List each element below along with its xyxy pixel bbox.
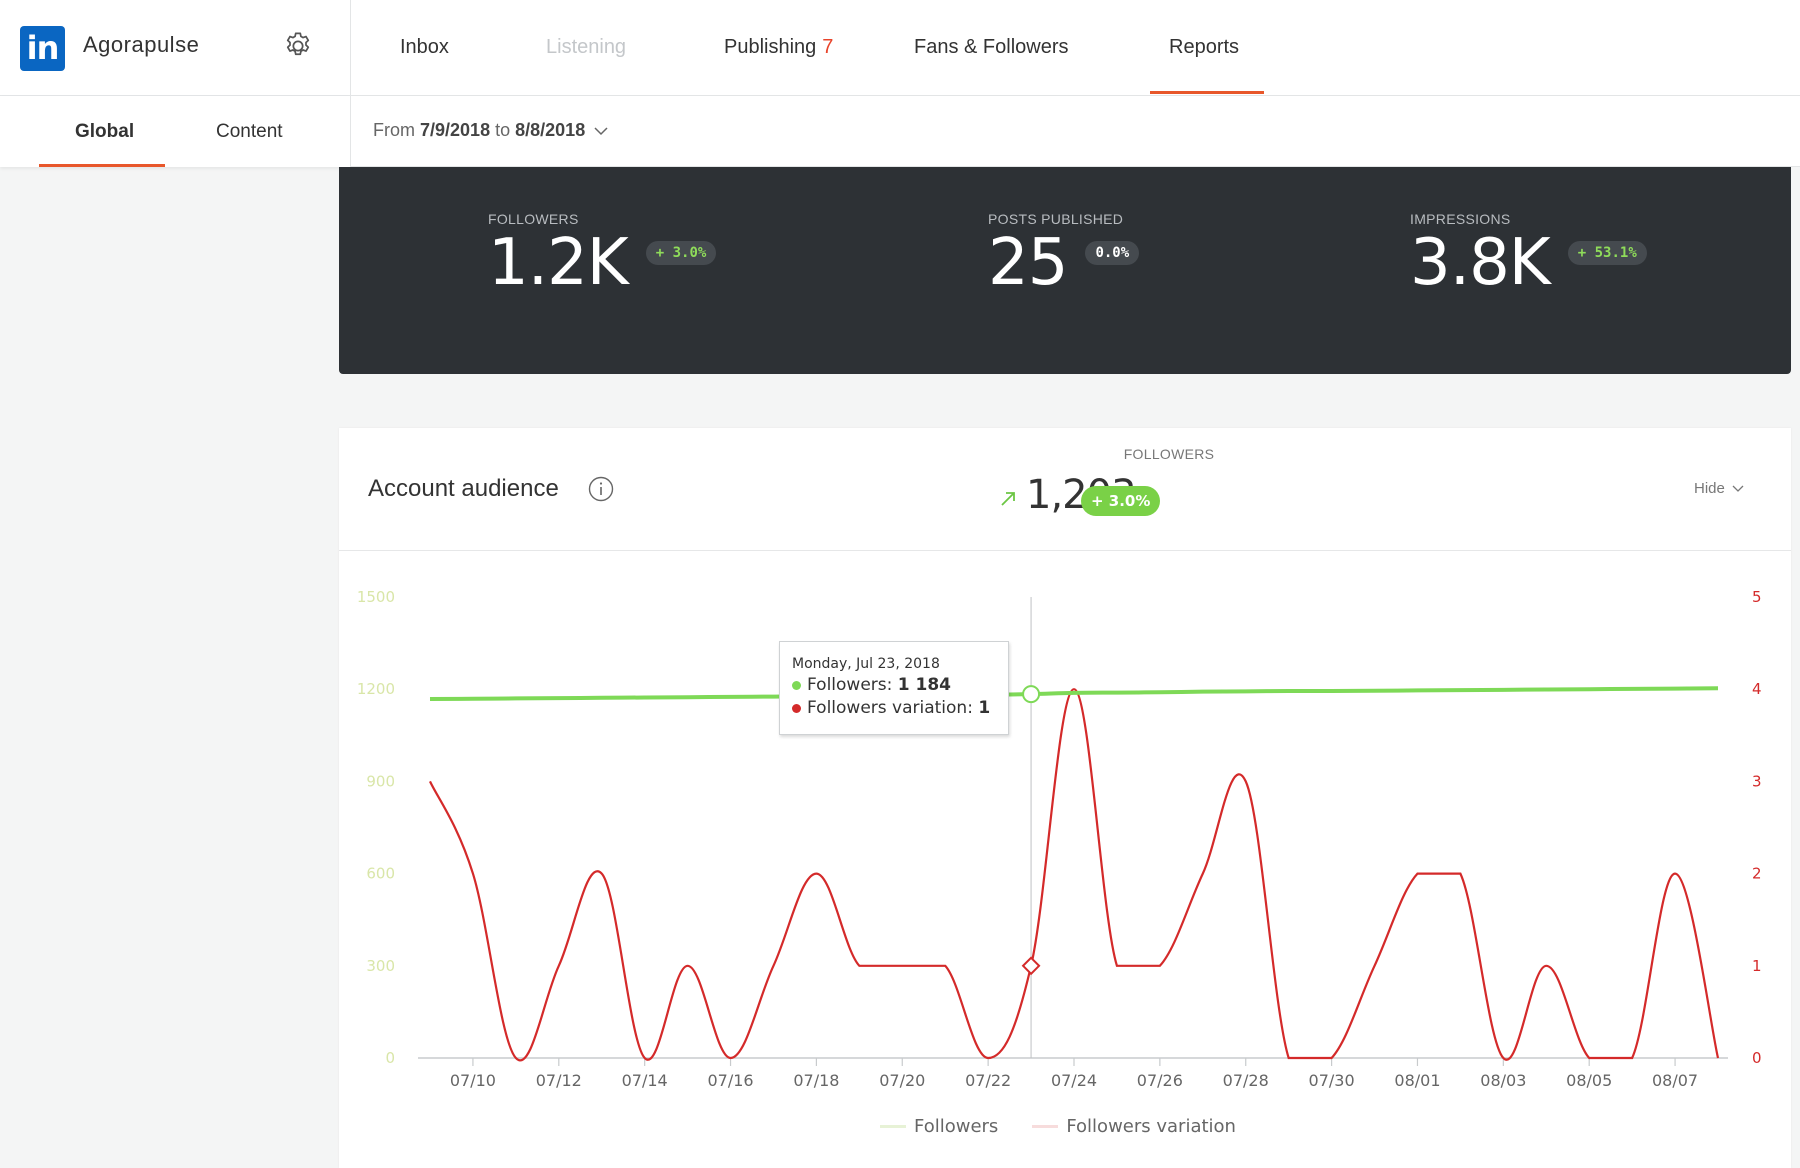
chevron-down-icon [594,127,608,136]
tooltip-date: Monday, Jul 23, 2018 [792,656,940,672]
legend-followers-label: Followers [914,1116,999,1137]
account-name: Agorapulse [83,32,200,57]
kpi-change-badge: 0.0% [1085,241,1140,265]
followers-metric: FOLLOWERS 1,203 [959,446,1379,518]
publishing-count-badge: 7 [822,36,834,58]
nav-fans-followers-label: Fans & Followers [914,36,1069,58]
kpi-label: FOLLOWERS [488,211,579,227]
kpi-change-badge: + 53.1% [1567,241,1647,265]
kpi-impressions: IMPRESSIONS 3.8K + 53.1% [1410,211,1647,297]
date-range-start: 7/9/2018 [420,120,491,140]
tooltip-followers-value: 1 184 [897,675,951,695]
nav-inbox[interactable]: Inbox [400,36,449,59]
legend-variation-swatch [1032,1125,1059,1128]
kpi-value: 25 [988,226,1068,300]
linkedin-logo: in [20,26,65,71]
info-icon[interactable] [588,476,614,502]
nav-listening-label: Listening [546,36,627,58]
top-bar: in Agorapulse Inbox Listening Publishing… [0,0,1800,96]
tooltip-variation-value: 1 [978,698,991,718]
chart-tooltip: Monday, Jul 23, 2018 Followers: 1 184 Fo… [779,641,1009,735]
date-range-picker[interactable]: From 7/9/2018 to 8/8/2018 [373,120,608,141]
nav-active-indicator [1150,91,1264,94]
nav-inbox-label: Inbox [400,36,449,58]
trend-up-arrow-icon [1001,492,1015,506]
date-range-end: 8/8/2018 [515,120,586,140]
account-audience-card: Account audience FOLLOWERS 1,203 + 3.0% … [339,428,1791,1168]
nav-fans-followers[interactable]: Fans & Followers [914,36,1069,59]
nav-listening[interactable]: Listening [546,36,626,59]
legend-variation[interactable]: Followers variation [1032,1116,1236,1137]
hide-label: Hide [1694,480,1725,497]
tooltip-followers-row: Followers: 1 184 [792,675,996,695]
followers-dot-icon [792,680,801,690]
kpi-label: POSTS PUBLISHED [988,211,1124,227]
card-header: Account audience FOLLOWERS 1,203 + 3.0% … [339,428,1791,551]
kpi-summary-panel: FOLLOWERS 1.2K + 3.0% POSTS PUBLISHED 25… [339,167,1791,374]
kpi-posts-published: POSTS PUBLISHED 25 0.0% [988,211,1140,300]
metric-label: FOLLOWERS [1123,446,1215,462]
legend-followers[interactable]: Followers [880,1116,998,1137]
tab-global[interactable]: Global [75,121,135,142]
kpi-value: 1.2K [488,226,629,300]
subtab-active-indicator [39,164,165,167]
kpi-label: IMPRESSIONS [1410,211,1511,227]
date-range-to: to [495,120,511,140]
tab-content[interactable]: Content [216,121,283,142]
card-title: Account audience [368,475,559,502]
tooltip-followers-label: Followers: [807,675,893,695]
metric-change-badge: + 3.0% [1081,486,1161,516]
chevron-down-icon [1732,485,1744,492]
gear-icon[interactable] [282,30,314,62]
legend-variation-label: Followers variation [1066,1116,1236,1137]
tooltip-variation-row: Followers variation: 1 [792,698,996,718]
nav-publishing[interactable]: Publishing 7 [724,36,833,59]
variation-dot-icon [792,703,801,713]
date-bar: From 7/9/2018 to 8/8/2018 [350,96,1800,167]
date-range-prefix: From [373,120,415,140]
nav-publishing-label: Publishing [724,36,817,58]
legend-followers-swatch [880,1125,906,1128]
hide-button[interactable]: Hide [1694,480,1744,497]
kpi-value: 3.8K [1410,226,1551,300]
kpi-change-badge: + 3.0% [645,241,717,265]
brand-area: in Agorapulse [0,0,351,96]
kpi-followers: FOLLOWERS 1.2K + 3.0% [488,211,717,300]
nav-reports[interactable]: Reports [1169,36,1239,59]
chart-legend: Followers Followers variation [880,1116,1236,1137]
nav-reports-label: Reports [1169,36,1240,58]
tooltip-variation-label: Followers variation: [807,698,973,718]
report-subtabs: Global Content [0,96,350,167]
